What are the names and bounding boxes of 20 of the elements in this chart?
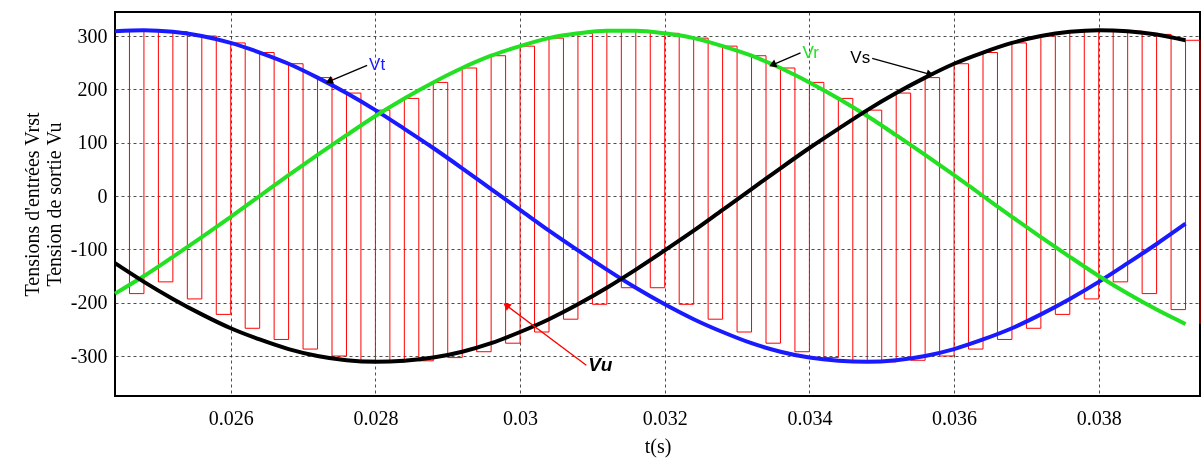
y-axis-title: Tensions d'entrées Vrst Tension de sortie Vu (20, 112, 65, 297)
x-tick-label: 0.036 (932, 406, 978, 429)
y-tick-label: 300 (77, 24, 108, 47)
annotation: Vs (850, 48, 871, 68)
x-tick-label: 0.034 (787, 406, 833, 429)
y-tick-label: 200 (77, 77, 108, 100)
x-tick-label: 0.026 (208, 406, 254, 429)
annotation: Vu (588, 354, 613, 376)
x-axis-title: t(s) (644, 434, 672, 458)
y-tick-label: 0 (97, 184, 108, 207)
x-tick-label: 0.028 (353, 406, 399, 429)
annotation: Vt (369, 55, 386, 75)
y-tick-label: -300 (70, 344, 108, 367)
x-tick-label: 0.038 (1076, 406, 1122, 429)
annotation: Vr (802, 42, 820, 62)
x-tick-label: 0.032 (642, 406, 688, 429)
y-tick-label: -200 (70, 291, 108, 314)
x-tick-label: 0.03 (503, 406, 539, 429)
y-tick-label: 100 (77, 131, 108, 154)
y-tick-label: -100 (70, 237, 108, 260)
